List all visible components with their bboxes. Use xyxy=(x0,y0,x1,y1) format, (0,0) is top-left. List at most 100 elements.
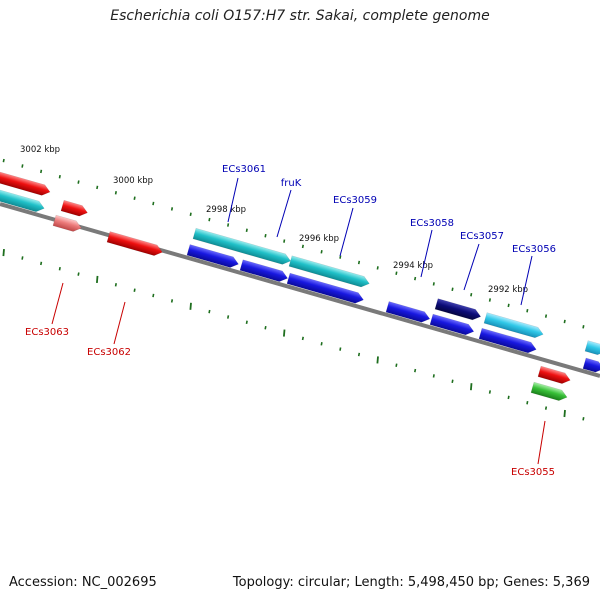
scale-tick xyxy=(507,303,510,308)
ruler-label: 3000 kbp xyxy=(113,176,153,186)
gene-arrow-body xyxy=(286,272,364,304)
scale-tick xyxy=(395,271,398,275)
scale-tick xyxy=(320,250,323,254)
scale-tick xyxy=(470,383,473,391)
scale-tick xyxy=(208,309,211,314)
gene-arrow xyxy=(186,244,239,268)
gene-label: ECs3063 xyxy=(25,327,69,338)
scale-tick xyxy=(58,174,61,179)
gene-arrow xyxy=(60,199,88,217)
scale-tick xyxy=(488,390,491,394)
gene-leader-line xyxy=(420,229,433,278)
gene-arrow xyxy=(537,365,571,384)
genome-backbone xyxy=(0,202,600,378)
gene-label: ECs3061 xyxy=(222,164,266,175)
scale-tick xyxy=(301,336,304,341)
scale-tick xyxy=(264,233,267,238)
scale-tick xyxy=(133,288,136,292)
gene-arrow xyxy=(0,168,51,196)
scale-tick xyxy=(432,282,435,286)
scale-tick xyxy=(264,325,267,330)
gene-arrow-body xyxy=(584,340,600,356)
scale-tick xyxy=(544,406,548,410)
scale-tick xyxy=(488,298,491,302)
gene-arrow xyxy=(530,381,568,401)
gene-arrow xyxy=(434,298,482,321)
gene-arrow xyxy=(584,340,600,356)
scale-tick xyxy=(170,207,174,211)
scale-tick xyxy=(283,329,286,337)
scale-tick xyxy=(376,266,379,270)
scale-tick xyxy=(96,185,99,190)
scale-ticks xyxy=(2,158,585,421)
scale-tick xyxy=(582,417,585,421)
accession-text: Accession: NC_002695 xyxy=(9,575,157,590)
gene-arrow xyxy=(286,272,364,304)
scale-tick xyxy=(227,315,230,319)
ruler-label: 2998 kbp xyxy=(206,205,246,215)
scale-tick xyxy=(227,223,230,227)
scale-tick xyxy=(526,400,529,405)
gene-arrow-body xyxy=(385,301,431,323)
scale-tick xyxy=(395,363,398,367)
scale-tick xyxy=(21,256,24,260)
scale-tick xyxy=(526,308,529,313)
gene-leader-line xyxy=(520,255,533,306)
scale-tick xyxy=(77,180,80,184)
gene-arrow xyxy=(385,301,431,323)
gene-leader-line xyxy=(227,177,239,223)
scale-tick xyxy=(414,276,417,281)
scale-tick xyxy=(21,164,24,168)
gene-arrow-body xyxy=(186,244,239,268)
scale-tick xyxy=(320,342,323,346)
scale-tick xyxy=(170,299,174,303)
gene-arrow-body xyxy=(530,381,568,401)
gene-label: fruK xyxy=(281,178,302,189)
scale-tick xyxy=(563,319,566,324)
ruler-label: 3002 kbp xyxy=(20,145,60,155)
gene-leader-line xyxy=(537,420,546,465)
gene-arrow xyxy=(0,186,45,212)
scale-tick xyxy=(544,314,548,318)
gene-arrow xyxy=(429,313,475,336)
gene-arrow xyxy=(478,327,537,354)
scale-tick xyxy=(114,191,117,195)
gene-leader-line xyxy=(113,301,126,345)
gene-leader-line xyxy=(339,207,354,257)
scale-tick xyxy=(189,212,192,217)
gene-label: ECs3056 xyxy=(512,244,556,255)
gene-arrow xyxy=(106,231,163,256)
gene-arrow-body xyxy=(106,231,163,256)
scale-tick xyxy=(357,352,361,357)
scale-tick xyxy=(357,260,361,265)
gene-arrow-body xyxy=(483,312,544,339)
scale-tick xyxy=(245,228,248,233)
gene-arrow xyxy=(192,227,291,265)
gene-label: ECs3062 xyxy=(87,347,131,358)
scale-tick xyxy=(451,287,454,292)
gene-leader-line xyxy=(276,189,292,238)
map-title: Escherichia coli O157:H7 str. Sakai, com… xyxy=(110,8,490,24)
scale-tick xyxy=(77,272,80,276)
gene-arrow-body xyxy=(429,313,475,336)
gene-arrow-body xyxy=(0,168,51,196)
gene-leader-line xyxy=(51,282,64,325)
scale-tick xyxy=(2,249,5,257)
gene-arrow xyxy=(483,312,544,339)
gene-label: ECs3059 xyxy=(333,195,377,206)
gene-arrow-body xyxy=(288,255,370,288)
scale-tick xyxy=(376,356,379,364)
scale-tick xyxy=(96,275,99,283)
gene-arrow-body xyxy=(192,227,291,265)
gene-label: ECs3055 xyxy=(511,467,555,478)
scale-tick xyxy=(40,261,43,266)
gene-features xyxy=(0,168,600,401)
feature-labels: 3002 kbp 3000 kbp 2998 kbp 2996 kbp 2994 kbp… xyxy=(20,145,556,478)
ruler-label: 2996 kbp xyxy=(299,234,339,244)
gene-leader-line xyxy=(463,243,480,291)
gene-arrow-body xyxy=(478,327,537,354)
gene-label: ECs3058 xyxy=(410,218,454,229)
gene-arrow-body xyxy=(52,214,82,232)
